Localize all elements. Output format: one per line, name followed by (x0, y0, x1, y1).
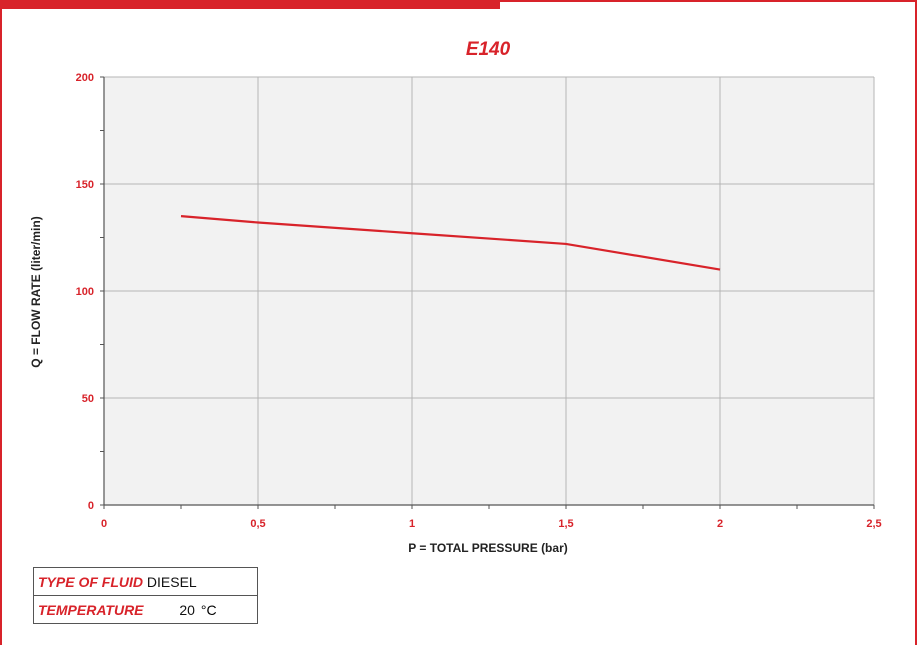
y-tick-label: 150 (76, 179, 94, 191)
temperature-label: TEMPERATURE (38, 601, 144, 618)
flow-rate-line (180, 215, 721, 271)
header-accent-bar (0, 0, 500, 9)
fluid-row: TYPE OF FLUID DIESEL (33, 567, 258, 596)
page-right-border (915, 0, 917, 645)
header-accent-line (500, 0, 917, 2)
fluid-type-label: TYPE OF FLUID (38, 573, 143, 590)
y-axis-label: Q = FLOW RATE (liter/min) (29, 216, 43, 367)
y-tick-label: 0 (88, 500, 94, 512)
y-tick-label: 50 (82, 393, 94, 405)
x-tick-label: 1,5 (558, 518, 573, 530)
x-tick-label: 1 (409, 518, 415, 530)
y-tick-label: 200 (76, 72, 94, 84)
temperature-cell: TEMPERATURE 20 °C (33, 595, 258, 624)
y-tick-label: 100 (76, 286, 94, 298)
chart-title: E140 (466, 39, 511, 60)
x-tick-label: 2,5 (866, 518, 881, 530)
fluid-info-table: TYPE OF FLUID DIESEL TEMPERATURE 20 °C (33, 567, 258, 624)
x-tick-label: 2 (717, 518, 723, 530)
x-tick-label: 0 (101, 518, 107, 530)
x-axis-label: P = TOTAL PRESSURE (bar) (408, 541, 567, 555)
flow-rate-chart: E140 P = TOTAL PRESSURE (bar) Q = FLOW R… (29, 39, 882, 555)
temperature-value: 20 (179, 601, 195, 618)
temperature-unit: °C (200, 601, 217, 618)
page-left-border (0, 0, 2, 645)
x-tick-label: 0,5 (250, 518, 265, 530)
temperature-row: TEMPERATURE 20 °C (33, 595, 258, 624)
fluid-cell: TYPE OF FLUID DIESEL (33, 567, 258, 596)
fluid-type-value: DIESEL (146, 573, 197, 590)
